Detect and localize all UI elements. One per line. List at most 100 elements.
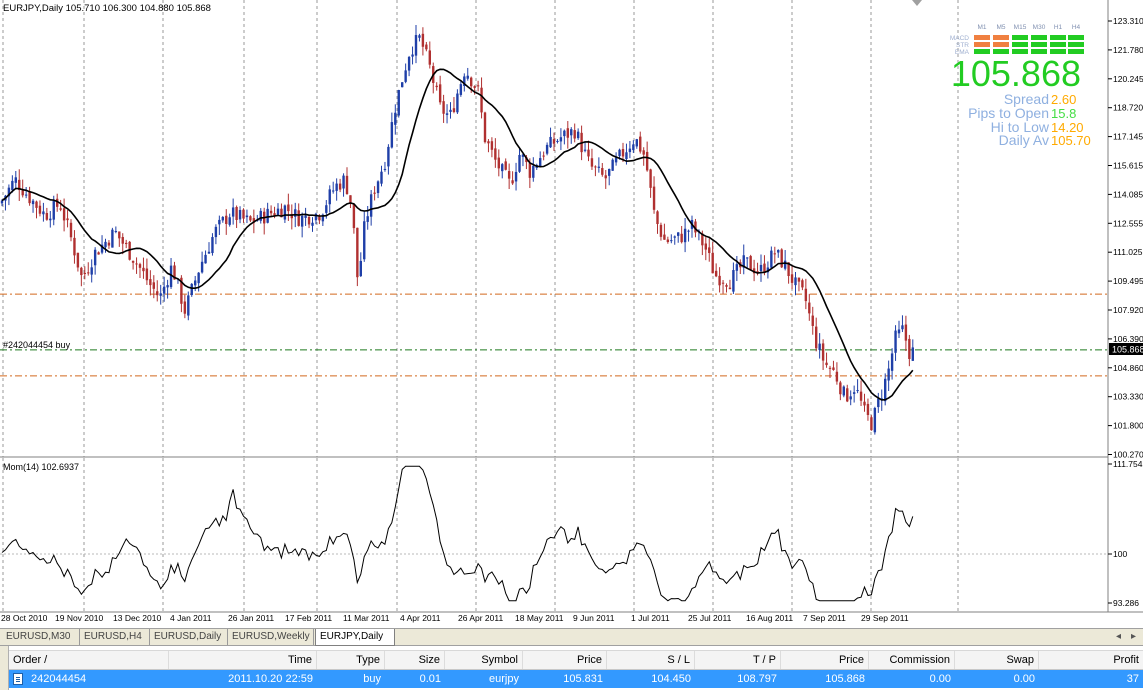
candle-body — [863, 401, 866, 406]
moving-average-line — [1, 68, 914, 401]
candle-body — [14, 177, 17, 183]
tab-eurusd-h4[interactable]: EURUSD,H4 — [80, 629, 150, 645]
price-tick-label: 101.800 — [1113, 421, 1143, 431]
chart-window[interactable]: 123.310 121.780 120.245 118.720 117.145 115.6… — [0, 0, 1143, 628]
candle-body — [118, 231, 121, 239]
tab-eurusd-weekly[interactable]: EURUSD,Weekly — [228, 629, 314, 645]
candle-body — [194, 280, 197, 286]
price-tick-label: 100.270 — [1113, 450, 1143, 460]
candle-body — [490, 141, 494, 150]
col-order[interactable]: Order / — [9, 651, 169, 669]
candle-body — [808, 302, 811, 314]
momentum-tick-label: 93.286 — [1113, 598, 1139, 608]
candle-body — [539, 158, 542, 167]
candle-body — [473, 86, 476, 88]
candle-body — [742, 255, 745, 268]
tab-eurusd-daily[interactable]: EURUSD,Daily — [150, 629, 228, 645]
candle-body — [759, 264, 763, 272]
candle-body — [366, 216, 369, 222]
candle-body — [290, 213, 293, 219]
mtf-signal-cell — [993, 35, 1009, 40]
stat-value: 105.70 — [1051, 133, 1091, 148]
candle-body — [452, 108, 456, 112]
candle-body — [632, 144, 635, 151]
order-type: buy — [363, 673, 381, 685]
candle-body — [187, 295, 190, 316]
candle-body — [573, 130, 576, 139]
candle-body — [345, 175, 349, 195]
candle-body — [235, 206, 238, 220]
candle-body — [780, 249, 783, 268]
candle-body — [476, 85, 480, 87]
col-commission[interactable]: Commission — [869, 651, 955, 669]
tabs-scroll-left-button[interactable]: ◂ — [1116, 631, 1122, 642]
order-take-profit: 108.797 — [737, 673, 777, 685]
col-symbol[interactable]: Symbol — [445, 651, 523, 669]
candle-body — [162, 286, 166, 294]
mtf-signal-cell — [1012, 42, 1028, 47]
candle-body — [435, 85, 438, 88]
mtf-signal-cell — [974, 49, 990, 54]
candle-body — [746, 257, 749, 259]
current-price-label: 105.868 — [1112, 345, 1143, 355]
candle-body — [59, 208, 62, 210]
candle-body — [87, 272, 90, 274]
col-time[interactable]: Time — [169, 651, 317, 669]
col-current-price[interactable]: Price — [781, 651, 869, 669]
tab-eurjpy-daily[interactable]: EURJPY,Daily — [315, 629, 395, 646]
candle-body — [487, 141, 490, 144]
mtf-signal-cell — [1068, 49, 1084, 54]
col-size[interactable]: Size — [385, 651, 445, 669]
candle-body — [521, 154, 525, 157]
candle-body — [145, 268, 149, 281]
order-row[interactable]: 242044454 2011.10.20 22:59 buy 0.01 eurj… — [9, 670, 1143, 688]
candle-body — [470, 77, 473, 87]
mtf-signal-cell — [993, 42, 1009, 47]
candle-body — [752, 268, 756, 274]
candle-body — [38, 205, 42, 214]
date-tick-label: 26 Apr 2011 — [458, 613, 503, 623]
candle-body — [708, 247, 711, 254]
momentum-title: Mom(14) 102.6937 — [3, 462, 79, 472]
candle-body — [211, 237, 214, 254]
candle-body — [549, 136, 552, 148]
candle-body — [456, 93, 459, 113]
candle-body — [904, 324, 908, 341]
candle-body — [801, 280, 804, 288]
candle-body — [645, 151, 649, 171]
tab-eurusd-m30[interactable]: EURUSD,M30 — [2, 629, 80, 645]
candle-body — [901, 325, 904, 330]
candle-body — [718, 275, 721, 286]
price-tick-label: 112.555 — [1113, 218, 1143, 228]
candle-body — [532, 165, 535, 178]
candle-body — [307, 216, 311, 225]
stat-label: Spread — [1004, 91, 1049, 107]
candle-body — [856, 390, 859, 392]
date-axis: 28 Oct 2010 19 Nov 2010 13 Dec 2010 4 Jan 2… — [1, 613, 909, 623]
candle-body — [0, 200, 4, 204]
candle-body — [842, 386, 845, 396]
candle-body — [815, 326, 818, 349]
momentum-tick-label: 111.7542 — [1113, 459, 1143, 469]
col-profit[interactable]: Profit — [1113, 654, 1139, 666]
candle-body — [428, 50, 431, 65]
candle-body — [777, 250, 780, 253]
candle-body — [825, 362, 828, 366]
col-price[interactable]: Price — [523, 651, 607, 669]
tabs-scroll-right-button[interactable]: ▸ — [1131, 631, 1137, 642]
col-stop-loss[interactable]: S / L — [607, 651, 695, 669]
order-size: 0.01 — [419, 673, 441, 685]
candle-body — [635, 139, 638, 147]
candle-body — [100, 244, 104, 253]
candle-body — [804, 288, 808, 302]
candle-body — [528, 163, 532, 178]
candle-body — [180, 277, 183, 304]
col-swap[interactable]: Swap — [955, 651, 1039, 669]
col-type[interactable]: Type — [317, 651, 385, 669]
price-tick-label: 111.025 — [1113, 247, 1143, 257]
col-take-profit[interactable]: T / P — [695, 651, 781, 669]
candle-body — [611, 159, 614, 171]
candle-body — [7, 187, 11, 197]
order-label: #242044454 buy — [3, 340, 71, 350]
